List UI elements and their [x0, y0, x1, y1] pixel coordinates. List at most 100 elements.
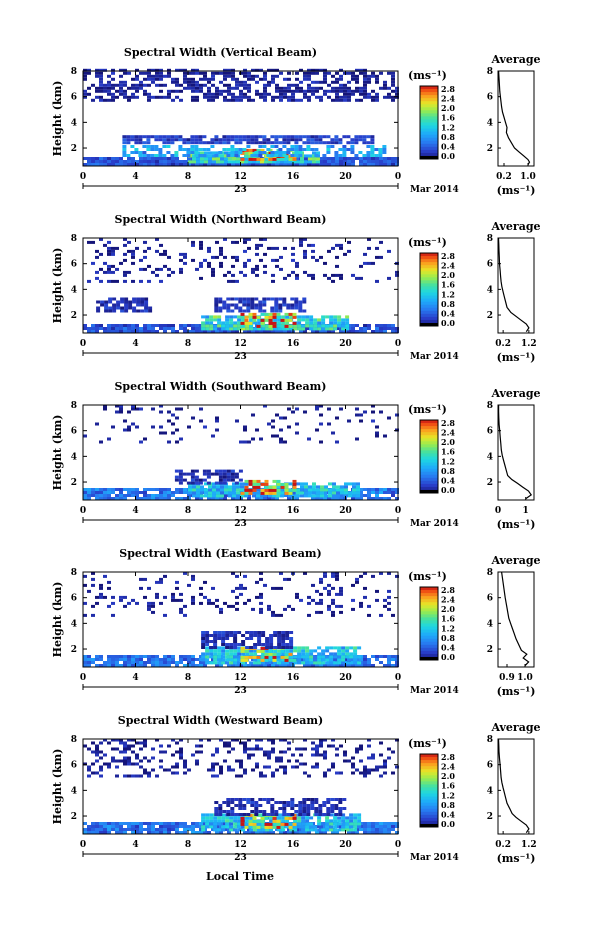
heatmap-cell: [353, 813, 358, 817]
heatmap-cell: [279, 586, 283, 590]
heatmap-cell: [151, 160, 155, 163]
heatmap-cell: [274, 145, 279, 148]
heatmap-cell: [357, 816, 362, 820]
heatmap-cell: [87, 68, 91, 72]
heatmap-cell: [175, 497, 179, 500]
heatmap-cell: [207, 249, 211, 253]
heatmap-cell: [329, 822, 334, 826]
heatmap-cell: [335, 160, 339, 163]
heatmap-cell: [307, 243, 311, 247]
heatmap-cell: [83, 574, 87, 578]
heatmap-cell: [115, 664, 119, 667]
heatmap-cell: [367, 491, 371, 494]
heatmap-cell: [205, 813, 210, 817]
y-tick-label: 8: [71, 67, 77, 77]
heatmap-cell: [119, 410, 123, 414]
heatmap-cell: [338, 810, 343, 813]
heatmap-cell: [143, 240, 147, 244]
heatmap-cell: [159, 822, 163, 825]
colorbar-tick-label: 1.6: [441, 447, 455, 457]
heatmap-cell: [379, 240, 383, 244]
heatmap-cell: [213, 828, 218, 832]
heatmap-cell: [265, 649, 270, 653]
heatmap-cell: [371, 753, 375, 757]
heatmap-cell: [123, 756, 127, 760]
heatmap-cell: [167, 267, 171, 271]
heatmap-cell: [375, 246, 379, 250]
heatmap-cell: [363, 95, 367, 99]
heatmap-cell: [288, 482, 292, 486]
heatmap-cell: [254, 154, 259, 157]
heatmap-cell: [171, 598, 175, 602]
heatmap-cell: [144, 303, 149, 307]
heatmap-cell: [375, 98, 379, 102]
heatmap-cell: [292, 312, 297, 316]
heatmap-cell: [252, 655, 257, 659]
heatmap-cell: [228, 151, 232, 155]
heatmap-cell: [130, 138, 135, 142]
heatmap-cell: [284, 312, 289, 316]
heatmap-cell: [293, 655, 298, 659]
heatmap-cell: [262, 810, 267, 813]
colorbar-tick-label: 0.4: [441, 642, 455, 652]
heatmap-cell: [207, 80, 211, 84]
heatmap-cell: [205, 631, 210, 634]
heatmap-cell: [119, 741, 123, 745]
heatmap-cell: [170, 154, 175, 157]
heatmap-cell: [214, 138, 219, 142]
heatmap-cell: [345, 324, 350, 328]
heatmap-cell: [257, 637, 262, 640]
heatmap-cell: [123, 744, 127, 748]
heatmap-cell: [283, 440, 287, 444]
heatmap-cell: [260, 482, 265, 486]
heatmap-cell: [345, 825, 350, 829]
heatmap-cell: [346, 148, 351, 151]
heatmap-cell: [363, 831, 367, 834]
heatmap-cell: [252, 825, 257, 829]
heatmap-cell: [135, 246, 139, 250]
heatmap-cell: [201, 655, 206, 659]
heatmap-cell: [131, 157, 135, 160]
heatmap-cell: [183, 771, 187, 775]
colorbar-segment: [420, 95, 438, 99]
heatmap-cell: [287, 77, 291, 81]
heatmap-cell: [357, 661, 362, 665]
colorbar-segment: [420, 596, 438, 600]
heatmap-cell: [387, 497, 391, 500]
heatmap-cell: [311, 68, 315, 72]
heatmap-cell: [127, 828, 131, 831]
heatmap-cell: [191, 661, 195, 664]
heatmap-cell: [327, 163, 331, 166]
heatmap-cell: [196, 494, 200, 498]
heatmap-cell: [256, 825, 261, 829]
heatmap-cell: [239, 83, 243, 87]
heatmap-cell: [343, 252, 347, 256]
heatmap-cell: [334, 151, 339, 154]
heatmap-cell: [359, 330, 363, 333]
heatmap-cell: [136, 303, 141, 307]
colorbar-segment: [420, 277, 438, 281]
heatmap-cell: [294, 154, 299, 157]
heatmap-cell: [218, 813, 223, 816]
heatmap-cell: [235, 240, 239, 244]
heatmap-cell: [351, 497, 355, 500]
heatmap-cell: [300, 494, 304, 498]
heatmap-cell: [291, 765, 295, 769]
heatmap-cell: [348, 491, 352, 495]
heatmap-cell: [209, 819, 214, 823]
heatmap-cell: [187, 71, 191, 75]
heatmap-cell: [295, 765, 299, 769]
heatmap-cell: [131, 744, 135, 748]
x-tick-label: 16: [287, 172, 300, 182]
heatmap-cell: [159, 577, 163, 581]
heatmap-cell: [327, 497, 331, 500]
heatmap-cell: [132, 306, 137, 310]
heatmap-cell: [225, 637, 230, 640]
heatmap-cell: [315, 762, 319, 766]
heatmap-cell: [209, 652, 214, 656]
colorbar-segment: [420, 128, 438, 133]
heatmap-cell: [363, 658, 367, 661]
heatmap-cell: [262, 798, 267, 801]
heatmap-cell: [395, 92, 399, 96]
heatmap-cell: [254, 306, 259, 310]
